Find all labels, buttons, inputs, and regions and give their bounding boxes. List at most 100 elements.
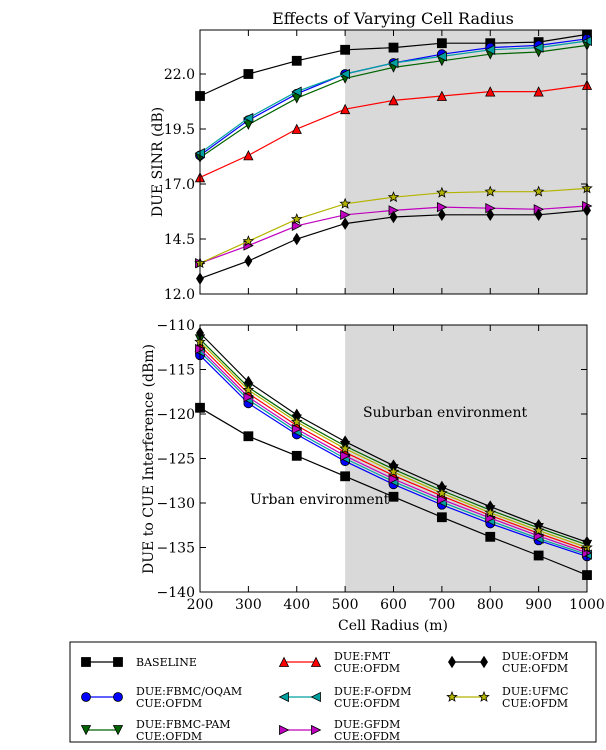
- data-point: [339, 197, 351, 209]
- legend-marker: [113, 692, 123, 702]
- data-point: [242, 383, 255, 395]
- chart-title: Effects of Varying Cell Radius: [272, 9, 514, 28]
- legend-label: DUE:FBMC/OQAM: [136, 685, 242, 698]
- data-point: [292, 232, 301, 246]
- data-point: [340, 450, 351, 461]
- data-point: [533, 86, 544, 97]
- data-point: [436, 487, 448, 499]
- legend-marker: [311, 724, 322, 736]
- legend-marker: [81, 657, 91, 667]
- y-tick-label: −140: [157, 585, 195, 601]
- data-point: [437, 208, 446, 222]
- annotation-urban: Urban environment: [250, 492, 390, 508]
- data-point: [339, 442, 351, 454]
- data-point: [388, 57, 399, 69]
- data-point: [291, 450, 302, 461]
- legend-marker: [80, 725, 92, 736]
- y-tick-label: 19.5: [164, 122, 195, 138]
- data-point: [484, 185, 497, 197]
- data-point: [436, 186, 448, 198]
- bottom-series-ofdm: [196, 326, 591, 549]
- y-tick-label: −130: [157, 496, 195, 512]
- data-point: [242, 235, 255, 247]
- bottom-ylabel: DUE to CUE Interference (dBm): [141, 344, 157, 574]
- y-tick-label: 14.5: [164, 232, 195, 248]
- legend-marker: [279, 724, 290, 736]
- legend-label-sub: CUE:OFDM: [136, 697, 202, 710]
- bottom-shaded-region: [345, 325, 587, 592]
- data-point: [387, 191, 400, 203]
- data-point: [291, 220, 303, 231]
- x-tick-label: 200: [187, 597, 214, 613]
- x-tick-label: 700: [429, 597, 456, 613]
- legend: BASELINEDUE:FBMC/OQAMCUE:OFDMDUE:FBMC-PA…: [69, 641, 597, 743]
- legend-box: [69, 641, 597, 743]
- legend-label: DUE:GFDM: [334, 718, 400, 731]
- data-point: [436, 51, 447, 62]
- x-tick-label: 1000: [569, 597, 605, 613]
- top-series-fmt: [194, 79, 593, 183]
- legend-marker: [478, 690, 490, 702]
- x-tick-label: 600: [380, 597, 407, 613]
- legend-label: DUE:OFDM: [502, 650, 569, 663]
- y-tick-label: 22.0: [164, 67, 195, 83]
- x-tick-label: 400: [283, 597, 310, 613]
- top-shaded-region: [345, 30, 587, 294]
- y-tick-label: −135: [157, 541, 195, 557]
- legend-label: BASELINE: [136, 656, 197, 669]
- bottom-plot: −140 −135 −130 −125 −120 −115 −110 200 300 400 500…: [141, 318, 605, 634]
- legend-marker: [446, 690, 458, 702]
- legend-label: DUE:UFMC: [502, 685, 568, 698]
- x-tick-label: 800: [477, 597, 504, 613]
- legend-marker: [113, 657, 123, 667]
- legend-label-sub: CUE:OFDM: [136, 730, 202, 743]
- x-tick-label: 500: [332, 597, 359, 613]
- top-ylabel: DUE SINR (dB): [150, 107, 166, 217]
- legend-label-sub: CUE:OFDM: [334, 697, 400, 710]
- data-point: [533, 550, 544, 561]
- data-point: [291, 123, 302, 134]
- data-point: [243, 150, 254, 161]
- bottom-series-ufmc: [194, 335, 593, 553]
- data-point: [485, 86, 496, 97]
- legend-marker: [81, 692, 91, 702]
- legend-item-baseline: BASELINE: [81, 656, 197, 669]
- legend-label-sub: CUE:OFDM: [502, 697, 568, 710]
- data-point: [244, 254, 253, 268]
- data-point: [533, 42, 544, 53]
- data-point: [388, 42, 399, 53]
- data-point: [339, 68, 351, 80]
- data-point: [290, 213, 303, 225]
- legend-marker: [278, 656, 290, 667]
- legend-label: DUE:FMT: [334, 650, 391, 663]
- data-point: [436, 90, 448, 101]
- x-tick-label: 300: [235, 597, 262, 613]
- data-point: [387, 465, 400, 477]
- y-tick-label: 12.0: [164, 287, 195, 303]
- top-series-ofdm: [196, 204, 591, 285]
- data-point: [484, 506, 497, 518]
- legend-marker: [310, 691, 321, 703]
- y-tick-label: −115: [157, 363, 195, 379]
- annotation-suburban: Suburban environment: [363, 405, 527, 421]
- x-tick-label: 900: [525, 597, 552, 613]
- y-tick-label: 17.0: [164, 177, 195, 193]
- top-ticks-layer: 12.0 14.5 17.0 19.5 22.0: [164, 30, 588, 303]
- bottom-ticks-layer: −140 −135 −130 −125 −120 −115 −110 200 300 400 500…: [157, 318, 605, 613]
- data-point: [243, 391, 254, 403]
- legend-marker: [112, 725, 124, 736]
- y-tick-label: −110: [157, 318, 195, 334]
- data-point: [340, 209, 351, 220]
- data-point: [341, 217, 350, 230]
- data-point: [532, 524, 545, 536]
- data-point: [532, 185, 545, 197]
- data-point: [485, 531, 496, 542]
- legend-label-sub: CUE:OFDM: [334, 662, 400, 675]
